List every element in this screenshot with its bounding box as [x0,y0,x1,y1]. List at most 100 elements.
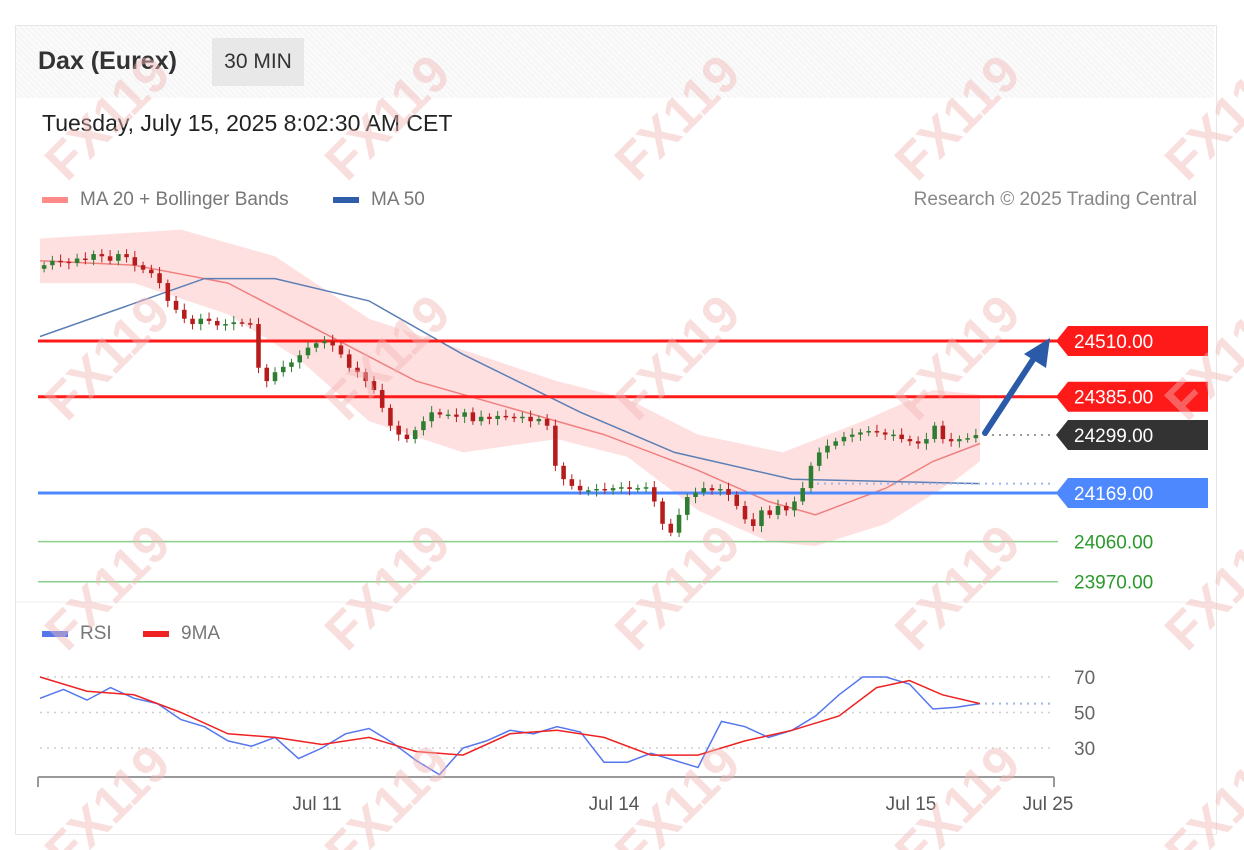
candle-body [421,421,426,431]
watermark-logo: FX119 [604,284,751,431]
rsi-tick-label: 50 [1074,704,1095,725]
candle [462,408,467,424]
candle-body [91,254,96,260]
candle [660,497,665,530]
candle [149,264,154,278]
price-tag-24385.00: 24385.00 [1056,381,1208,412]
legend-label: MA 20 + Bollinger Bands [80,189,289,210]
candle-body [83,258,88,261]
candle [437,408,443,419]
candle-body [487,416,492,420]
watermark-logo: FX119 [604,734,751,850]
candle-body [957,439,962,442]
candle [965,433,970,443]
candle [190,315,195,330]
candle-body [577,485,583,491]
candle-body [717,488,723,491]
candle-body [652,487,657,502]
candle-body [132,257,138,266]
candle [256,317,261,374]
candle [173,295,179,314]
candle-body [379,390,385,408]
candle-body [907,439,913,442]
candle-body [338,345,344,355]
candle [346,349,352,373]
candle-body [866,431,871,433]
candle-body [569,479,575,486]
candle-body [783,505,789,511]
candle [569,474,575,490]
candle-body [586,490,591,492]
candle-body [759,510,764,526]
candle-body [437,412,443,415]
candle-body [792,501,797,511]
candle-body [635,488,641,490]
candle [652,480,657,507]
candle-body [932,425,937,440]
rsi-9ma-line [39,676,981,756]
candle-body [553,425,558,466]
legend-ma50: MA 50 [333,189,425,211]
candle [940,420,946,444]
candle [858,428,863,441]
candle [932,422,937,443]
price-tag-label: 24299.00 [1074,426,1153,447]
candle-body [858,432,863,435]
candle [487,413,492,425]
candle [685,493,690,521]
candle [693,487,698,504]
candle [41,261,47,273]
candle-body [190,318,195,325]
legend-swatch-icon [333,197,359,203]
candle [825,439,830,459]
candle [717,484,723,496]
timestamp: Tuesday, July 15, 2025 8:02:30 AM CET [42,110,453,136]
candle [586,486,591,496]
watermark-logo: FX119 [1154,734,1244,850]
candle-body [272,372,278,382]
candle [182,303,187,324]
candle-body [800,488,805,502]
legend-ma20-bollinger: MA 20 + Bollinger Bands [42,189,289,211]
timeframe-button[interactable]: 30 MIN [212,38,304,86]
candle [280,360,286,377]
candle-body [330,341,335,346]
candle-body [363,372,368,382]
watermark-logo: FX119 [314,514,461,661]
candle [759,506,764,533]
candle [915,436,921,449]
candle [973,428,979,443]
candle [124,249,129,263]
candle-body [520,416,525,419]
candle [594,484,599,497]
candle [841,431,847,446]
candle [816,447,822,472]
candle [783,502,789,516]
bollinger-band-area [40,229,980,546]
candle [899,428,904,443]
candle [676,508,682,538]
candle-body [289,362,294,367]
candle [528,410,533,428]
candle [429,406,434,428]
candle-body [182,309,187,319]
candle-body [915,441,921,444]
candle-body [66,261,72,264]
candle-body [404,434,410,440]
candle-body [215,320,220,326]
candle-body [775,505,781,515]
candle [544,414,550,431]
candle [305,341,311,359]
candle-body [173,300,179,310]
candle-body [165,283,171,301]
candle-body [693,492,698,498]
candle-body [643,487,649,489]
candle-body [454,414,459,417]
candle-body [99,254,105,257]
candle [470,407,476,425]
price-tag-background [1056,381,1208,412]
watermark-logo: FX119 [34,284,181,431]
candle-body [825,445,830,453]
legend-9ma: 9MA [143,623,220,645]
candle [363,368,368,388]
